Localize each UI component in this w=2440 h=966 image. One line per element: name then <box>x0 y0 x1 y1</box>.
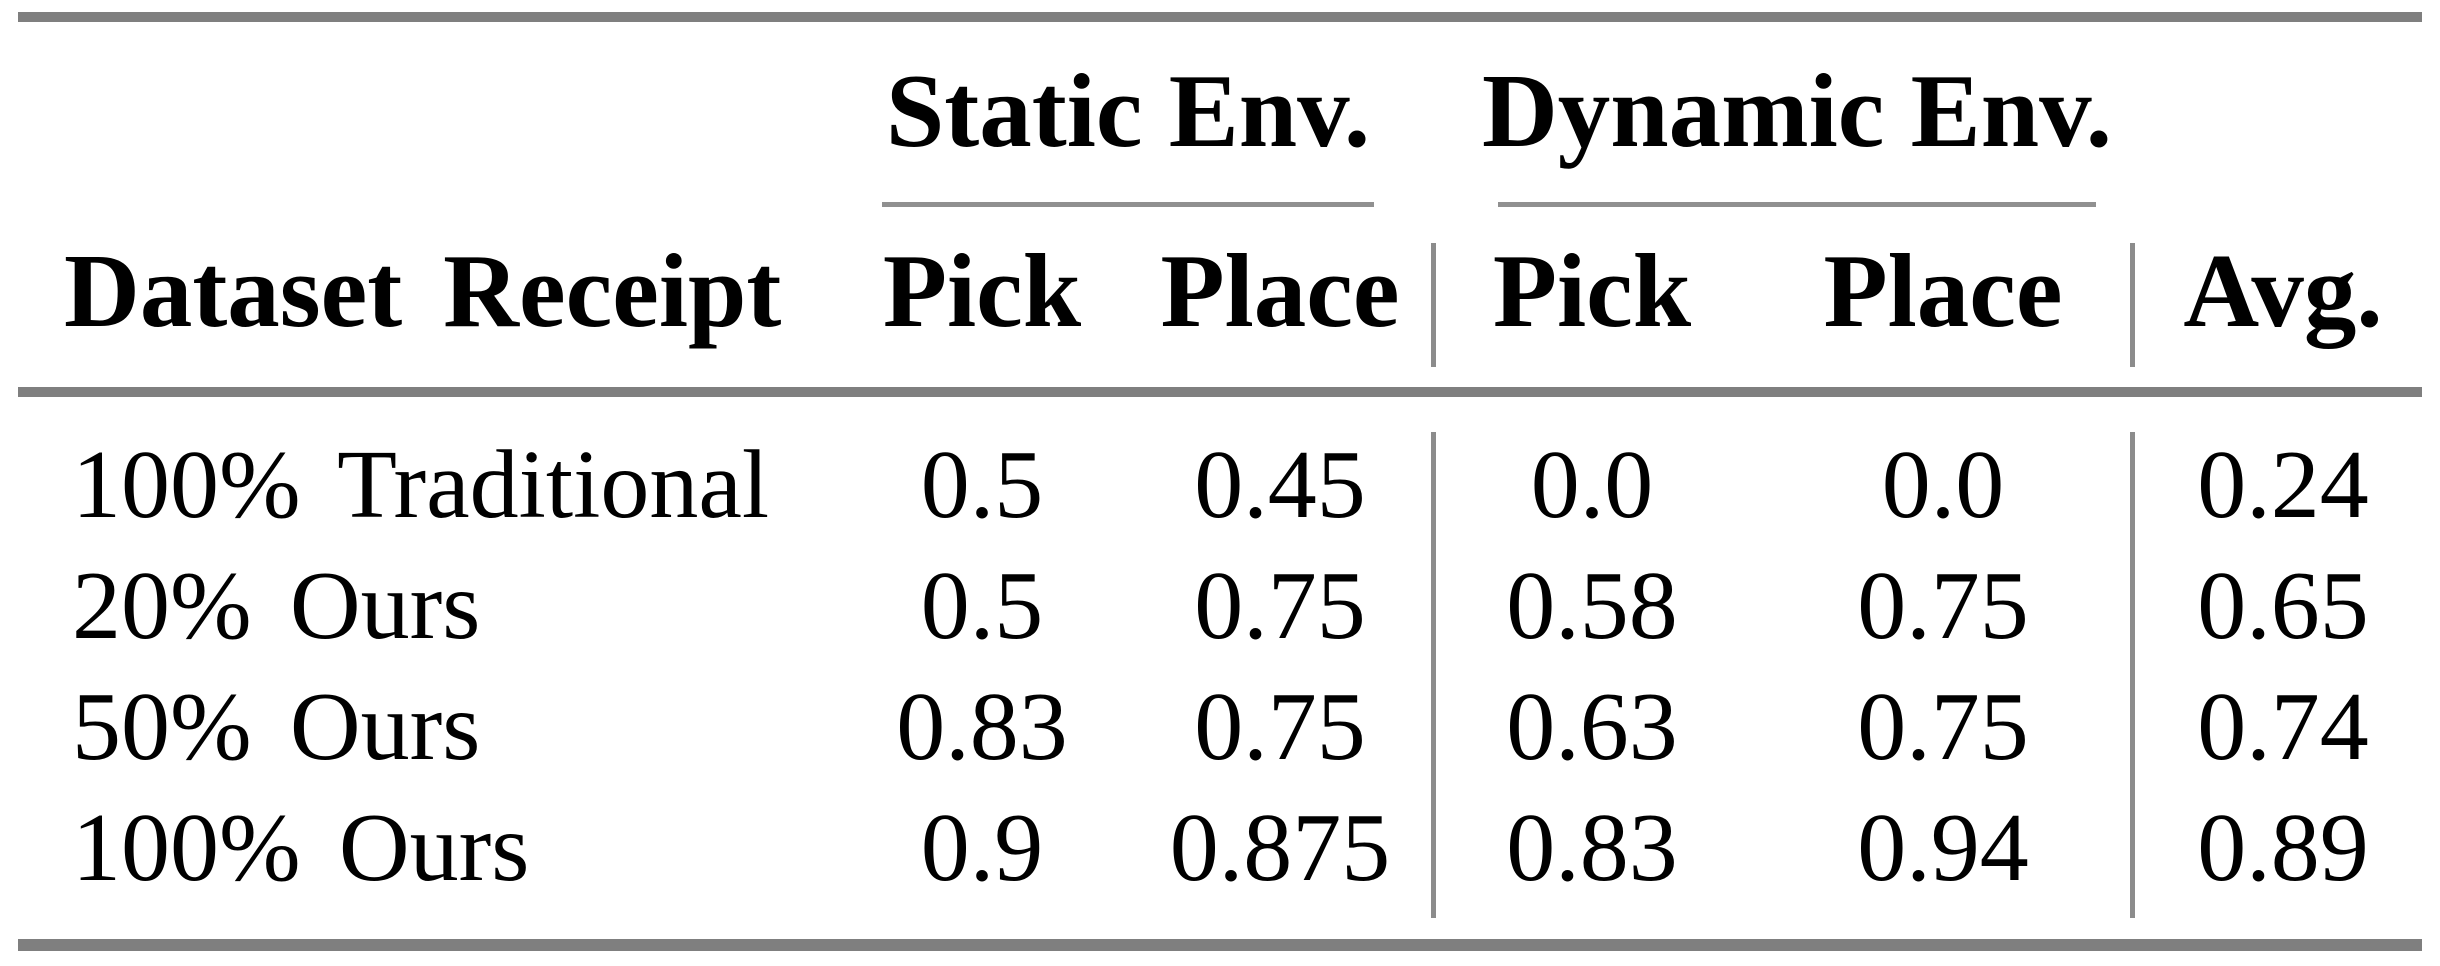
row-label: 100% Ours <box>72 794 530 902</box>
column-header-dynamic-pick: Pick <box>1492 232 1692 349</box>
table-header-rule <box>18 387 2422 397</box>
dynamic-pick-value: 0.83 <box>1506 794 1678 902</box>
static-pick-value: 0.83 <box>896 673 1068 781</box>
dynamic-pick-value: 0.0 <box>1530 431 1654 539</box>
separator-static-dynamic-top <box>1431 243 1436 367</box>
avg-value: 0.89 <box>2197 794 2369 902</box>
group-header-static-env: Static Env. <box>885 52 1371 169</box>
column-header-static-pick: Pick <box>882 232 1082 349</box>
column-header-dataset-receipt: Dataset Receipt <box>64 232 782 349</box>
dynamic-pick-value: 0.63 <box>1506 673 1678 781</box>
row-label: 100% Traditional <box>72 431 770 539</box>
dynamic-pick-value: 0.58 <box>1506 552 1678 660</box>
column-header-static-place: Place <box>1160 232 1400 349</box>
static-place-value: 0.875 <box>1169 794 1391 902</box>
separator-dynamic-avg-top <box>2130 243 2135 367</box>
separator-dynamic-avg-bottom <box>2130 432 2135 918</box>
dynamic-env-underline <box>1498 202 2096 207</box>
table-top-rule <box>18 12 2422 22</box>
group-header-dynamic-env: Dynamic Env. <box>1481 52 2113 169</box>
row-label: 20% Ours <box>72 552 481 660</box>
avg-value: 0.65 <box>2197 552 2369 660</box>
table-bottom-rule <box>18 939 2422 951</box>
static-pick-value: 0.5 <box>920 431 1044 539</box>
dynamic-place-value: 0.94 <box>1857 794 2029 902</box>
static-place-value: 0.45 <box>1194 431 1366 539</box>
dynamic-place-value: 0.0 <box>1881 431 2005 539</box>
column-header-avg: Avg. <box>2183 232 2383 349</box>
dynamic-place-value: 0.75 <box>1857 552 2029 660</box>
static-place-value: 0.75 <box>1194 673 1366 781</box>
column-header-dynamic-place: Place <box>1823 232 2063 349</box>
avg-value: 0.74 <box>2197 673 2369 781</box>
static-env-underline <box>882 202 1374 207</box>
dynamic-place-value: 0.75 <box>1857 673 2029 781</box>
row-label: 50% Ours <box>72 673 481 781</box>
static-place-value: 0.75 <box>1194 552 1366 660</box>
static-pick-value: 0.9 <box>920 794 1044 902</box>
static-pick-value: 0.5 <box>920 552 1044 660</box>
avg-value: 0.24 <box>2197 431 2369 539</box>
separator-static-dynamic-bottom <box>1431 432 1436 918</box>
